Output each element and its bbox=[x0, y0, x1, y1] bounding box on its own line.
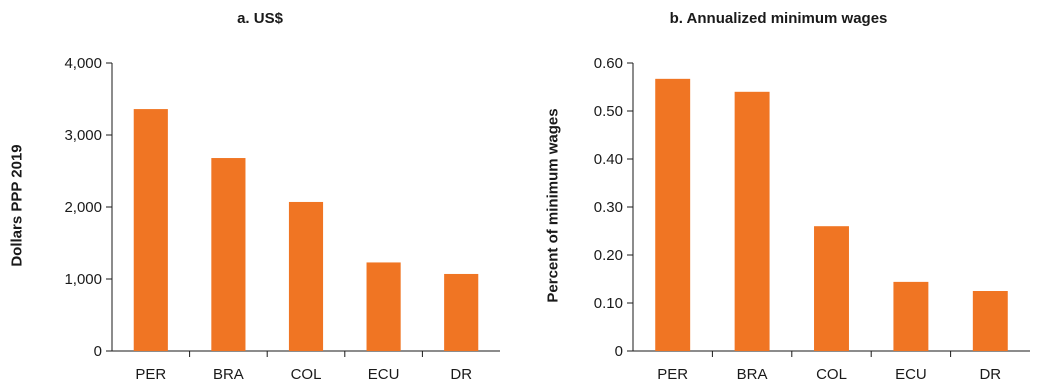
x-tick-label: BRA bbox=[213, 366, 244, 383]
y-tick-label: 0.30 bbox=[594, 199, 623, 216]
bar-dr bbox=[972, 291, 1008, 351]
chart-title: b. Annualized minimum wages bbox=[669, 10, 888, 27]
chart-title: a. US$ bbox=[237, 10, 283, 27]
bar-col bbox=[288, 201, 324, 351]
x-tick-label: DR bbox=[450, 366, 472, 383]
x-tick-label: COL bbox=[816, 366, 847, 383]
y-tick-label: 0.10 bbox=[594, 295, 623, 312]
chart-panel-b: b. Annualized minimum wages Percent of m… bbox=[520, 0, 1037, 385]
y-tick-label: 0 bbox=[94, 343, 102, 360]
bar-chart-minimum-wages: 0 0.10 0.20 0.30 0.40 0.50 0.60 PER BRA COL ECU DR bbox=[594, 55, 1030, 383]
chart-panel-a: a. US$ Dollars PPP 2019 0 1,000 2,000 3,000… bbox=[9, 10, 500, 383]
y-tick-label: 0.40 bbox=[594, 151, 623, 168]
bar-bra bbox=[734, 91, 770, 352]
y-tick-label: 2,000 bbox=[64, 199, 102, 216]
y-tick-label: 0.60 bbox=[594, 55, 623, 72]
x-tick-label: PER bbox=[657, 366, 688, 383]
x-tick-label: COL bbox=[291, 366, 322, 383]
x-tick-label: ECU bbox=[368, 366, 400, 383]
x-tick-label: PER bbox=[135, 366, 166, 383]
y-tick-label: 4,000 bbox=[64, 55, 102, 72]
x-tick-label: ECU bbox=[895, 366, 927, 383]
x-tick-label: DR bbox=[979, 366, 1001, 383]
x-tick-label: BRA bbox=[737, 366, 768, 383]
bar-per bbox=[655, 78, 691, 351]
y-tick-label: 3,000 bbox=[64, 127, 102, 144]
y-tick-label: 0.20 bbox=[594, 247, 623, 264]
bar-chart-us-dollars: 0 1,000 2,000 3,000 4,000 PER BRA COL ECU DR bbox=[64, 55, 500, 383]
bar-dr bbox=[444, 273, 479, 351]
y-tick-label: 0 bbox=[615, 343, 623, 360]
bar-bra bbox=[211, 158, 246, 351]
bar-ecu bbox=[366, 262, 401, 351]
y-tick-label: 0.50 bbox=[594, 103, 623, 120]
bar-col bbox=[814, 226, 849, 351]
bar-ecu bbox=[893, 281, 929, 351]
bar-per bbox=[133, 109, 168, 351]
y-tick-label: 1,000 bbox=[64, 271, 102, 288]
